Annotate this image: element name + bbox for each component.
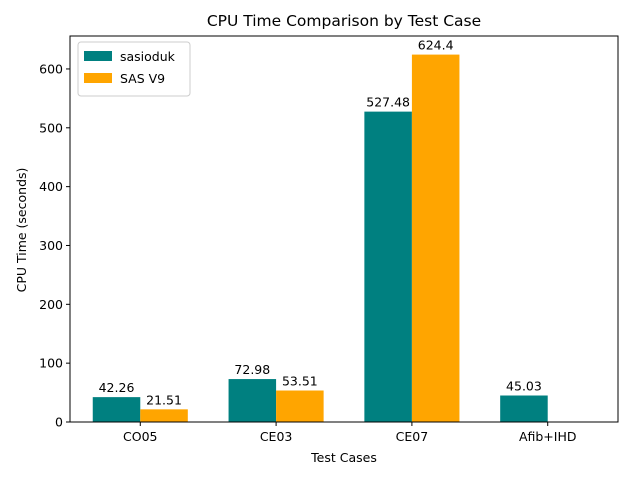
y-tick-label: 100	[39, 356, 63, 371]
bar	[140, 409, 188, 422]
x-tick-label: CE03	[260, 429, 293, 444]
x-tick-label: CO05	[123, 429, 157, 444]
bar	[228, 379, 277, 422]
data-label: 72.98	[234, 362, 270, 377]
y-axis-label: CPU Time (seconds)	[14, 168, 29, 293]
plot-area: 42.26 72.98 527.48 45.03 21.51 53.51 624.4 0 100…	[39, 35, 619, 444]
legend-swatch	[84, 73, 112, 83]
legend: sasioduk SAS V9	[77, 41, 191, 97]
chart-title: CPU Time Comparison by Test Case	[207, 12, 481, 30]
y-tick-label: 400	[39, 179, 63, 194]
y-tick-label: 300	[39, 238, 63, 253]
data-label: 21.51	[146, 392, 182, 407]
axes-frame	[69, 35, 619, 423]
legend-label: sasioduk	[120, 49, 176, 64]
y-tick-label: 0	[55, 415, 63, 430]
x-axis-label: Test Cases	[310, 450, 377, 465]
data-label: 624.4	[418, 38, 454, 53]
y-tick-label: 500	[39, 120, 63, 135]
data-label: 53.51	[282, 374, 318, 389]
bar	[364, 111, 412, 423]
bar	[276, 390, 324, 422]
x-tick-label: Afib+IHD	[519, 429, 577, 444]
bar	[500, 395, 548, 422]
bar	[92, 397, 141, 422]
x-tick-label: CE07	[396, 429, 429, 444]
legend-swatch	[84, 51, 112, 61]
legend-label: SAS V9	[120, 71, 165, 86]
y-tick-label: 600	[39, 61, 63, 76]
data-label: 42.26	[99, 380, 135, 395]
data-label: 527.48	[366, 95, 410, 110]
data-label: 45.03	[506, 379, 542, 394]
y-tick-label: 200	[39, 297, 63, 312]
bar	[411, 54, 460, 423]
